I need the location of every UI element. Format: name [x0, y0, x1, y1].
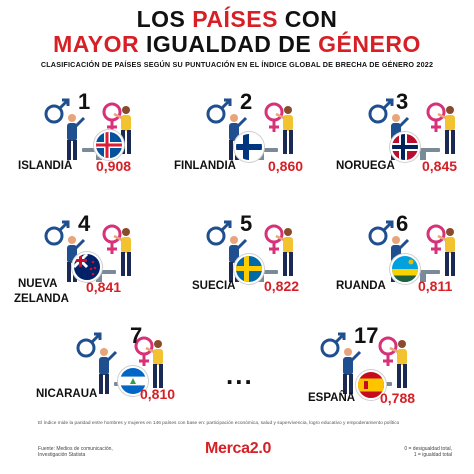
country-card-7: 7 NICARAUA 0,810: [36, 322, 192, 412]
legend-line-1: 0 = desigualdad total,: [404, 446, 452, 452]
source-line-2: Investigación Statista: [38, 452, 86, 458]
country-score: 0,841: [86, 279, 122, 295]
country-name-line-2: ZELANDA: [14, 293, 69, 305]
country-card-6: 6 RUANDA 0,811: [334, 210, 474, 300]
rank-number: 4: [78, 211, 91, 236]
nicaragua-flag-icon: [118, 366, 148, 396]
rank-number: 6: [396, 211, 409, 236]
rank-number: 1: [78, 89, 91, 114]
rank-number: 17: [354, 323, 379, 348]
new-zealand-flag-icon: [72, 252, 102, 282]
title-genero: GÉNERO: [318, 31, 421, 57]
spain-flag-icon: [356, 370, 386, 400]
ellipsis: ...: [226, 360, 254, 390]
title-paises: PAÍSES: [192, 6, 278, 32]
sweden-flag-icon: [234, 254, 264, 284]
title-line-1: LOS PAÍSES CON: [0, 6, 474, 32]
iceland-flag-icon: [94, 130, 124, 160]
country-score: 0,822: [264, 278, 300, 294]
country-name: NORUEGA: [336, 160, 395, 172]
country-card-3: 3 NORUEGA 0,845: [334, 88, 474, 178]
country-card-5: 5 SUECIA 0,822: [172, 210, 322, 300]
country-name: FINLANDIA: [174, 160, 236, 172]
norway-flag-icon: [390, 132, 420, 162]
country-score: 0,845: [422, 158, 458, 174]
merca-logo: Merca2.0: [205, 440, 272, 457]
title-mayor: MAYOR: [53, 31, 140, 57]
title-con: CON: [284, 6, 338, 32]
country-score: 0,788: [380, 390, 416, 406]
country-card-17: 17 ESPAÑA 0,788: [286, 322, 436, 412]
gender-illustration-icon: [44, 98, 133, 162]
country-score: 0,908: [96, 158, 132, 174]
country-card-4: 4 NUEVA ZELANDA 0,841: [10, 210, 160, 305]
legend-line-2: 1 = igualdad total: [413, 452, 452, 458]
subtitle: CLASIFICACIÓN DE PAÍSES SEGÚN SU PUNTUAC…: [40, 60, 434, 69]
country-name: NICARAUA: [36, 388, 98, 400]
country-name: SUECIA: [192, 280, 236, 292]
rank-number: 2: [240, 89, 253, 114]
footnote: El índice mide la paridad entre hombres …: [38, 421, 400, 426]
rank-number: 3: [396, 89, 409, 114]
country-name: ISLANDIA: [18, 160, 73, 172]
finland-flag-icon: [234, 132, 264, 162]
rwanda-flag-icon: [390, 254, 420, 284]
country-name: RUANDA: [336, 280, 386, 292]
title-los: LOS: [136, 6, 186, 32]
title-igualdad: IGUALDAD DE: [146, 31, 312, 57]
sources: Fuente: Medios de comunicación, Investig…: [38, 446, 113, 458]
rank-number: 5: [240, 211, 253, 236]
rank-number: 7: [130, 323, 143, 348]
country-score: 0,810: [140, 386, 176, 402]
country-card-1: 1 ISLANDIA 0,908: [10, 88, 160, 178]
country-name-line-1: NUEVA: [18, 278, 58, 290]
scale-legend: 0 = desigualdad total, 1 = igualdad tota…: [404, 446, 452, 458]
source-line-1: Fuente: Medios de comunicación,: [38, 446, 113, 452]
country-name: ESPAÑA: [308, 392, 356, 404]
country-score: 0,860: [268, 158, 304, 174]
country-card-2: 2 FINLANDIA 0,860: [172, 88, 322, 178]
title-line-2: MAYOR IGUALDAD DE GÉNERO: [0, 31, 474, 57]
country-score: 0,811: [418, 278, 453, 294]
